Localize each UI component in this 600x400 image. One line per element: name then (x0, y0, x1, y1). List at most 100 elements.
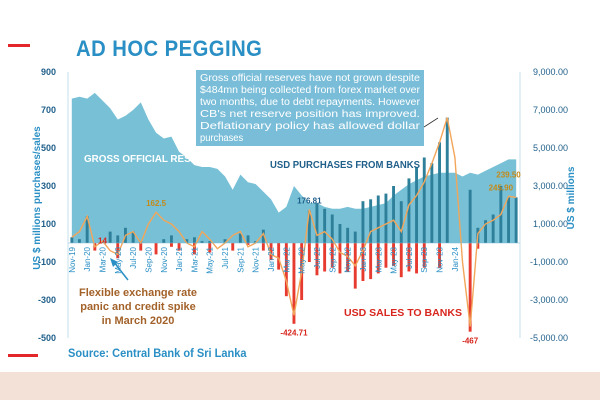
callout-line: CB's net reserve position has improved. (200, 109, 420, 120)
note-arrow (110, 258, 129, 281)
callout-line: purchases (200, 133, 243, 144)
purchase-bar (238, 233, 242, 243)
x-tick-label: Nov-21 (252, 246, 261, 272)
line-layer (71, 117, 517, 327)
data-label: 176.81 (297, 196, 322, 205)
x-tick-label: Sep-21 (236, 246, 245, 272)
purchase-bar (70, 237, 74, 243)
y2-tick-label: 5,000.00 (533, 143, 568, 153)
purchase-bar (193, 237, 196, 243)
purchase-bar (315, 203, 319, 243)
data-label: -424.71 (280, 329, 308, 338)
y-axis-title: US $ millions purchases/sales (32, 126, 43, 270)
sale-bar (376, 243, 380, 274)
data-label: 245.90 (489, 183, 514, 192)
source-note: Source: Central Bank of Sri Lanka (68, 346, 247, 360)
purchase-bar (507, 197, 510, 243)
purchase-bar (407, 178, 411, 243)
purchase-bar (78, 239, 81, 243)
callout-pointer (423, 117, 439, 128)
x-tick-label: May-23 (390, 246, 399, 273)
sale-bar (246, 243, 250, 245)
purchase-bar (422, 157, 426, 243)
y2-axis-title: US $ millions (566, 166, 577, 229)
purchase-bar (484, 220, 487, 243)
sale-bar (438, 243, 441, 268)
x-tick-label: Jan-23 (359, 246, 368, 271)
x-tick-label: Mar-20 (99, 246, 108, 272)
title-accent-dash (8, 44, 30, 47)
purchase-bar (468, 189, 472, 243)
x-tick-label: Jul-23 (405, 246, 414, 268)
sale-bar (139, 243, 143, 251)
purchase-bar (384, 193, 388, 243)
sale-bar (369, 243, 373, 280)
reserves-series-label: GROSS OFFICIAL RESERVES (84, 154, 224, 165)
y2-tick-label: 3,000.00 (533, 181, 568, 191)
x-tick-label: Jan-24 (451, 246, 460, 271)
sale-bar (338, 243, 342, 274)
data-label: 162.5 (146, 199, 167, 208)
purchase-bar (361, 201, 365, 243)
sale-bar (422, 243, 426, 268)
y-tick-label: -100 (38, 257, 56, 267)
purchase-bar (353, 231, 357, 243)
sale-bar (154, 243, 158, 255)
sale-bar (231, 243, 235, 251)
sale-bar (208, 243, 212, 253)
bar-layer (70, 117, 518, 332)
sale-bar (284, 243, 288, 297)
reserves-area (71, 92, 517, 244)
purchase-bar (185, 239, 189, 243)
callout-line: Deflationary policy has allowed dollar (200, 121, 421, 132)
y2-tick-label: 9,000.00 (533, 67, 568, 77)
note-line: Flexible exchange rate (79, 287, 197, 299)
x-tick-label: Nov-22 (344, 246, 353, 272)
data-label: 14 (98, 236, 107, 245)
x-tick-label: Sep-23 (420, 246, 429, 272)
purchase-bar (438, 142, 441, 243)
sale-bar (277, 243, 281, 270)
axis-layer: 900 700 500 300 100 -100 -300 -500 9,000.00 7,000… (38, 67, 568, 343)
purchase-bar (307, 210, 311, 243)
note-line: panic and credit spike (80, 301, 196, 313)
y-tick-label: -300 (38, 295, 56, 305)
note-text: Flexible exchange rate panic and credit s… (79, 287, 197, 327)
sales-series-label: USD SALES TO BANKS (344, 308, 462, 319)
sale-bar (323, 243, 327, 272)
purchase-bar (170, 235, 173, 243)
y2-tick-label: -3,000.00 (530, 295, 568, 305)
sale-bar (177, 243, 181, 251)
y2-tick-label: 1,000.00 (533, 219, 568, 229)
chart-title: AD HOC PEGGING (76, 36, 263, 61)
x-tick-label: Jul-22 (313, 246, 322, 268)
y-tick-label: 100 (41, 219, 56, 229)
sale-bar (292, 243, 296, 324)
purchase-bar (338, 224, 342, 243)
x-tick-label: Mar-22 (282, 246, 291, 272)
sale-bar (315, 243, 319, 276)
x-tick-label: Nov-23 (436, 246, 445, 272)
callout-line: two months, due to debt repayments. Howe… (200, 97, 421, 108)
note-line: in March 2020 (102, 315, 175, 327)
purchase-bar (445, 117, 449, 243)
x-tick-label: Jul-21 (221, 246, 230, 268)
reserves-area-layer (71, 92, 517, 244)
sale-bar (361, 243, 365, 281)
purchase-bar (376, 195, 380, 243)
y2-tick-label: -5,000.00 (530, 333, 568, 343)
x-tick-label: Nov-20 (160, 246, 169, 272)
purchase-bar (85, 216, 89, 243)
sale-bar (269, 243, 273, 261)
source-accent-dash (8, 354, 38, 357)
purchase-bar (131, 231, 135, 243)
purchase-bar (246, 235, 250, 243)
sale-bar (116, 243, 120, 259)
sale-bar (170, 243, 173, 247)
purchase-bar (392, 186, 395, 243)
sale-bar (330, 243, 334, 268)
x-tick-label: Jul-20 (129, 246, 138, 268)
y-tick-label: 300 (41, 181, 56, 191)
purchases-series-label: USD PURCHASES FROM BANKS (270, 160, 420, 171)
